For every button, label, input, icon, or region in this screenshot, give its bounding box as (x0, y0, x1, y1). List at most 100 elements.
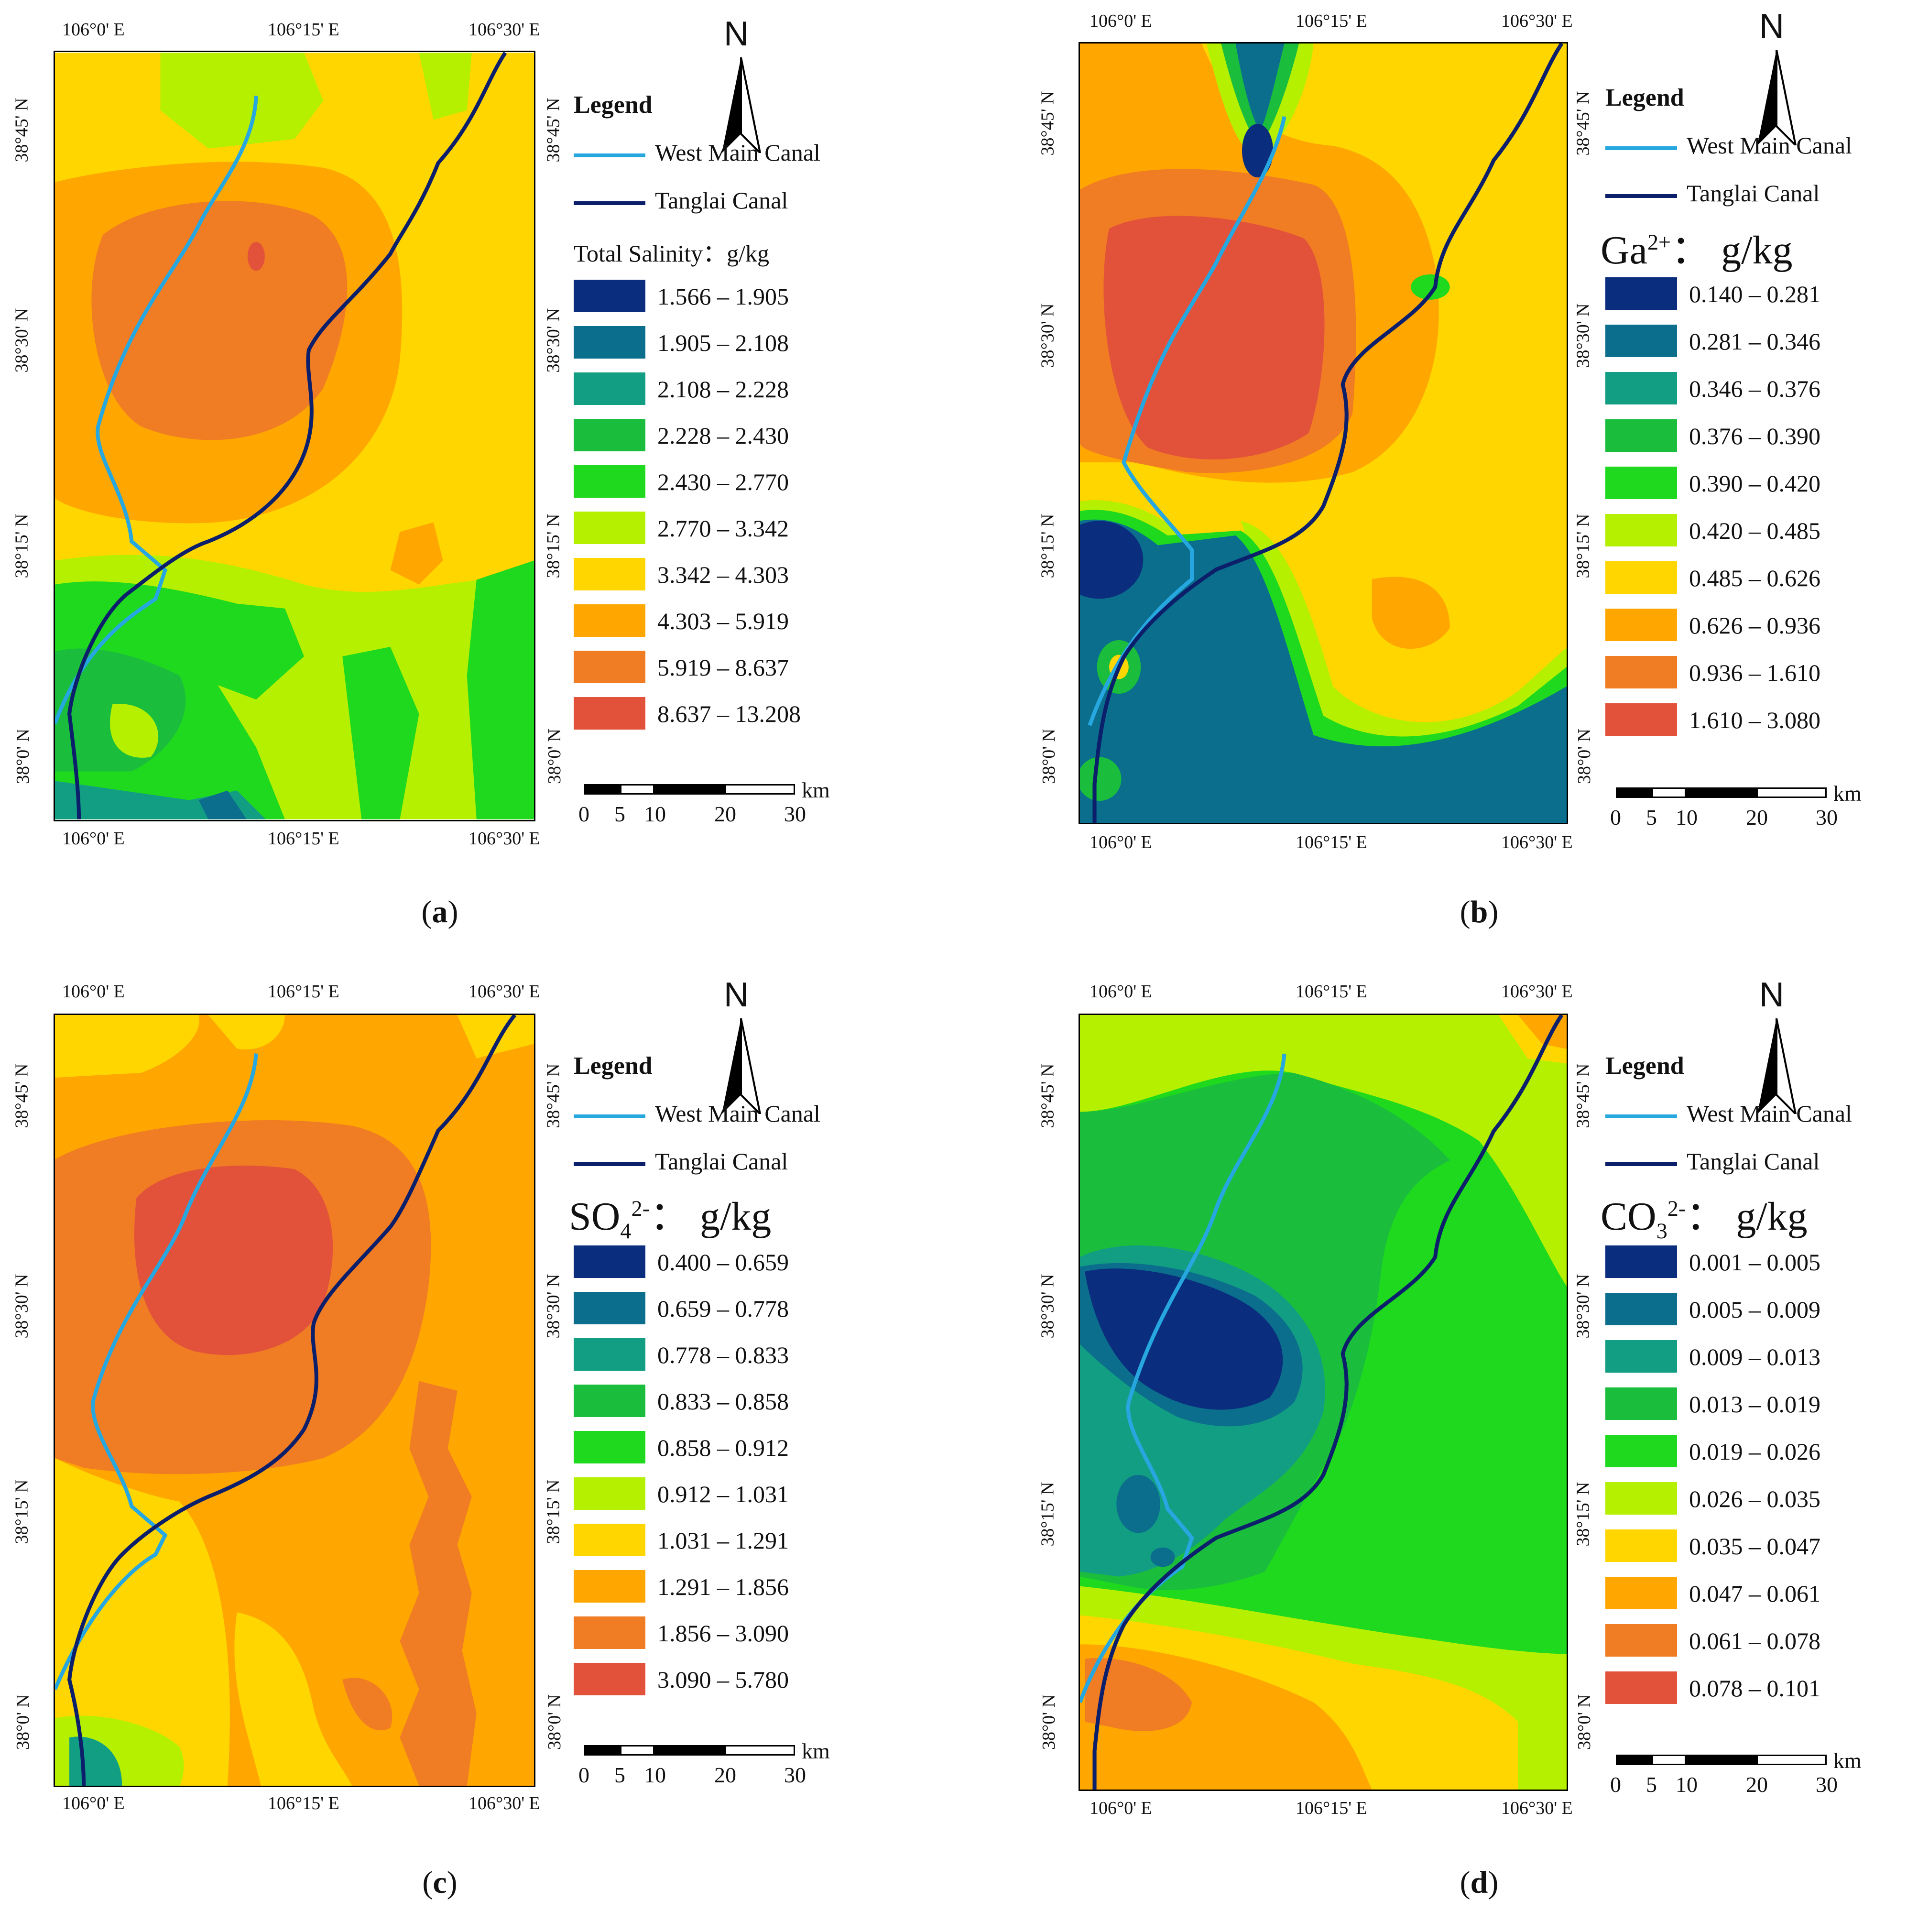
west-main-canal (55, 96, 258, 724)
map-frame (54, 1014, 535, 1787)
legend-west-main-canal: West Main Canal (574, 1100, 820, 1127)
x-tick-bottom-2: 106°15' E (268, 1793, 339, 1813)
north-label: N (1759, 7, 1784, 45)
legend: Legend West Main Canal Tanglai Canal Ga2… (1601, 84, 1902, 830)
variable-title: CO32-： g/kg (1601, 1194, 1808, 1243)
y-tick-left-1: 38°45' N (1037, 1063, 1058, 1128)
west-main-canal-swatch (574, 153, 645, 157)
west-main-canal (1088, 116, 1286, 726)
legend-west-main-canal: West Main Canal (1605, 1100, 1852, 1127)
north-arrow-icon (1757, 1018, 1797, 1114)
y-tick-right-3: 38°15' N (543, 1479, 564, 1544)
scale-bar: km 0 5 10 20 30 (1610, 781, 1862, 830)
y-tick-right-2: 38°30' N (543, 1274, 564, 1339)
calcium-map (1080, 44, 1567, 823)
tanglai-canal (1092, 44, 1564, 823)
y-tick-left-1: 38°45' N (1037, 91, 1058, 156)
variable-title: Ga2+： g/kg (1601, 228, 1793, 273)
y-tick-left-3: 38°15' N (1037, 1482, 1058, 1547)
y-tick-left-4: 38°0' N (13, 1694, 33, 1750)
legend-title: Legend (1605, 84, 1684, 111)
y-tick-right-1: 38°45' N (1573, 91, 1593, 156)
y-tick-right-3: 38°15' N (1573, 513, 1593, 579)
legend: Legend West Main Canal Tanglai Canal Tot… (574, 91, 947, 837)
panel-caption: (d) (1460, 1865, 1499, 1900)
x-tick-top-3: 106°30' E (1501, 982, 1573, 1002)
zone-2770-3342 (160, 53, 324, 149)
x-tick-top-1: 106°0' E (62, 982, 125, 1002)
tanglai-canal (1092, 1015, 1564, 1790)
x-tick-bottom-3: 106°30' E (469, 1793, 540, 1813)
y-tick-left-2: 38°30' N (11, 1274, 32, 1339)
y-tick-right-4: 38°0' N (545, 1694, 565, 1750)
x-tick-top-2: 106°15' E (1296, 11, 1367, 31)
zone-3090-5780 (134, 1165, 333, 1355)
y-tick-left-4: 38°0' N (13, 729, 33, 784)
class-swatch (574, 465, 645, 498)
x-tick-bottom-3: 106°30' E (1501, 1798, 1573, 1818)
x-tick-bottom-1: 106°0' E (62, 829, 125, 849)
north-arrow-icon (722, 1018, 762, 1114)
legend-tanglai-canal: Tanglai Canal (1605, 1147, 1820, 1175)
panel-caption: (b) (1460, 895, 1499, 929)
y-tick-right-1: 38°45' N (543, 98, 564, 163)
y-tick-right-3: 38°15' N (543, 513, 564, 579)
class-swatch (574, 651, 645, 683)
x-tick-bottom-1: 106°0' E (1090, 1798, 1152, 1818)
y-tick-left-3: 38°15' N (11, 513, 32, 579)
class-swatch (574, 604, 645, 637)
y-tick-left-2: 38°30' N (1037, 1274, 1058, 1339)
class-swatch (574, 372, 645, 405)
scale-unit: km (802, 1739, 830, 1763)
x-tick-bottom-2: 106°15' E (268, 829, 339, 849)
legend-west-main-canal: West Main Canal (1605, 131, 1852, 159)
legend-west-main-canal: West Main Canal (574, 139, 820, 166)
y-tick-right-3: 38°15' N (1573, 1482, 1593, 1547)
zone-0281-0346 (1080, 519, 1567, 823)
y-tick-right-1: 38°45' N (543, 1063, 564, 1128)
scale-unit: km (1833, 781, 1862, 806)
map-panel-a: 106°0' E 106°15' E 106°30' E 106°0' E 10… (0, 0, 953, 966)
zone-0001-0005 (1085, 1268, 1283, 1410)
x-tick-top-1: 106°0' E (1090, 982, 1152, 1002)
x-tick-top-2: 106°15' E (268, 20, 339, 40)
class-swatch (574, 326, 645, 359)
x-tick-top-3: 106°30' E (1501, 11, 1573, 31)
legend-tanglai-canal: Tanglai Canal (574, 186, 788, 214)
legend-title: Legend (574, 91, 653, 119)
legend-tanglai-canal: Tanglai Canal (574, 1147, 788, 1175)
y-tick-left-4: 38°0' N (1039, 1694, 1059, 1750)
x-tick-bottom-1: 106°0' E (62, 1793, 125, 1813)
y-tick-right-4: 38°0' N (545, 729, 565, 784)
north-arrow: N (712, 975, 770, 1114)
carbonate-map (1080, 1015, 1567, 1790)
y-tick-left-1: 38°45' N (11, 98, 32, 163)
y-tick-right-4: 38°0' N (1574, 729, 1594, 784)
west-main-canal (55, 1053, 258, 1691)
x-tick-bottom-1: 106°0' E (1090, 832, 1152, 852)
x-tick-top-1: 106°0' E (1090, 11, 1152, 31)
y-tick-right-1: 38°45' N (1573, 1063, 1593, 1128)
x-tick-top-3: 106°30' E (469, 20, 540, 40)
north-arrow-icon (1757, 50, 1797, 145)
class-swatch (574, 512, 645, 544)
variable-title: SO42-： g/kg (569, 1194, 772, 1243)
tanglai-canal-swatch (574, 201, 645, 205)
zone-0140-0281 (1242, 124, 1274, 178)
legend-title: Legend (574, 1052, 653, 1080)
zone-8637-13208 (247, 242, 265, 271)
y-tick-left-1: 38°45' N (11, 1063, 32, 1128)
panel-caption: (a) (421, 895, 458, 929)
y-tick-left-3: 38°15' N (11, 1479, 32, 1544)
y-tick-left-2: 38°30' N (1037, 303, 1058, 368)
scale-unit: km (1833, 1748, 1862, 1773)
sulfate-map (55, 1015, 534, 1786)
north-label: N (1759, 976, 1784, 1014)
salinity-map (55, 52, 534, 819)
y-tick-right-2: 38°30' N (1573, 1274, 1593, 1339)
x-tick-top-3: 106°30' E (469, 982, 540, 1002)
class-swatch (574, 697, 645, 730)
scale-bar: km 0 5 10 20 30 (1610, 1748, 1862, 1797)
class-swatch (574, 558, 645, 590)
x-tick-bottom-3: 106°30' E (1501, 832, 1573, 852)
